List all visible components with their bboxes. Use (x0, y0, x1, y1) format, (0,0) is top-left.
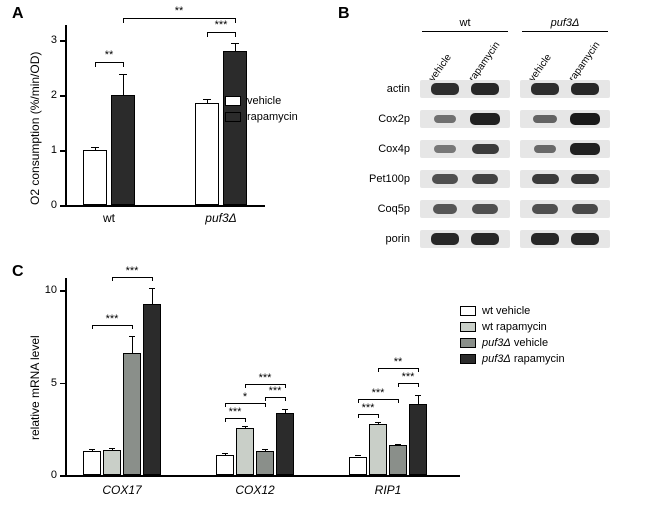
panel-a-bar (223, 51, 247, 205)
panel-c-ytick: 10 (35, 284, 57, 296)
panel-b-row-label: Cox2p (335, 113, 410, 125)
panel-c-gene-label: RIP1 (339, 483, 437, 497)
panel-c-bar (236, 428, 254, 475)
panel-c-sig: * (233, 391, 257, 403)
panel-b-band (531, 83, 559, 94)
panel-b-band (472, 174, 498, 184)
panel-b-band (571, 83, 600, 94)
panel-c-legend-item: puf3Δ vehicle (460, 337, 565, 349)
panel-c-bar (103, 450, 121, 475)
legend-label: puf3Δ vehicle (482, 337, 548, 349)
panel-a: 0123wtpuf3Δ******* O2 consumption (%/min… (10, 5, 320, 250)
panel-a-group-label: puf3Δ (185, 211, 257, 225)
panel-c-ylabel: relative mRNA level (28, 335, 42, 440)
panel-a-legend-item: vehicle (225, 95, 298, 107)
panel-b-row-label: Coq5p (335, 203, 410, 215)
panel-c-bar (256, 451, 274, 475)
panel-b-band (572, 204, 598, 214)
legend-swatch (460, 306, 476, 316)
legend-swatch (460, 322, 476, 332)
panel-c-bar (143, 304, 161, 475)
panel-b-row-label: Pet100p (335, 173, 410, 185)
panel-c-bar (389, 445, 407, 475)
panel-b-band (432, 174, 457, 184)
panel-c-ytick: 0 (35, 469, 57, 481)
panel-b-band (433, 204, 458, 213)
panel-c-sig: *** (120, 265, 144, 277)
panel-a-bar (83, 150, 107, 205)
panel-a-sig: ** (94, 49, 124, 61)
panel-c-sig: ** (386, 356, 410, 368)
panel-a-legend: vehicle rapamycin (225, 95, 298, 127)
legend-swatch (225, 112, 241, 122)
panel-b-band (471, 83, 500, 94)
panel-a-sig: *** (206, 19, 236, 31)
panel-c-sig: *** (100, 313, 124, 325)
panel-a-ytick: 3 (37, 34, 57, 46)
panel-b-band (472, 144, 499, 155)
panel-a-sig: ** (164, 5, 194, 17)
legend-swatch (460, 354, 476, 364)
panel-b-band (471, 233, 500, 244)
legend-label: wt vehicle (482, 305, 530, 317)
panel-b-band (470, 113, 499, 125)
panel-c-bar (369, 424, 387, 475)
panel-b-band (534, 145, 557, 153)
panel-b-row-label: Cox4p (335, 143, 410, 155)
panel-a-group-label: wt (73, 211, 145, 225)
panel-b-band (472, 204, 497, 214)
panel-a-ylabel: O2 consumption (%/min/OD) (28, 52, 42, 205)
panel-c-sig: *** (253, 372, 277, 384)
panel-c-bar (216, 455, 234, 475)
legend-label: vehicle (247, 95, 281, 107)
panel-b-band (431, 233, 460, 244)
panel-a-legend-item: rapamycin (225, 111, 298, 123)
panel-b-lane-label: rapamycin (567, 40, 602, 84)
panel-c-bar (349, 457, 367, 476)
panel-a-bar (195, 103, 219, 205)
panel-b-band (531, 233, 560, 244)
panel-b-band (570, 143, 599, 155)
panel-c-legend-item: wt rapamycin (460, 321, 565, 333)
panel-b-band (571, 233, 600, 244)
panel-c-bar (409, 404, 427, 475)
panel-c-bar (276, 413, 294, 475)
panel-b-group-header: wt (422, 17, 508, 29)
panel-c-sig: *** (396, 371, 420, 383)
panel-c-legend-item: wt vehicle (460, 305, 565, 317)
panel-b-row-label: porin (335, 233, 410, 245)
panel-c-chart: 0510COX17******COX12**********RIP1******… (65, 290, 460, 475)
panel-c-bar (123, 353, 141, 475)
legend-label: wt rapamycin (482, 321, 547, 333)
panel-c-legend: wt vehicle wt rapamycin puf3Δ vehicle puf3Δ… (460, 305, 565, 369)
panel-c-gene-label: COX17 (73, 483, 171, 497)
figure: A 0123wtpuf3Δ******* O2 consumption (%/m… (0, 0, 650, 525)
panel-c-sig: *** (223, 406, 247, 418)
panel-b-band (431, 83, 459, 94)
panel-c-legend-item: puf3Δ rapamycin (460, 353, 565, 365)
panel-b-band (434, 145, 456, 153)
legend-swatch (225, 96, 241, 106)
legend-swatch (460, 338, 476, 348)
panel-b-band (532, 174, 559, 185)
panel-b-band (532, 204, 557, 214)
legend-label: puf3Δ rapamycin (482, 353, 565, 365)
panel-a-bar (111, 95, 135, 205)
panel-b-band (434, 115, 456, 123)
panel-b: wtpuf3Δvehiclerapamycinvehiclerapamycina… (335, 5, 640, 265)
panel-c-sig: *** (263, 385, 287, 397)
legend-label: rapamycin (247, 111, 298, 123)
panel-c-gene-label: COX12 (206, 483, 304, 497)
panel-b-band (570, 113, 600, 125)
panel-b-lane-label: rapamycin (467, 40, 502, 84)
panel-c-sig: *** (356, 402, 380, 414)
panel-c: 0510COX17******COX12**********RIP1******… (10, 260, 640, 515)
panel-b-group-header: puf3Δ (522, 17, 608, 29)
panel-c-sig: *** (366, 387, 390, 399)
panel-b-band (533, 115, 556, 124)
panel-c-bar (83, 451, 101, 475)
panel-b-band (571, 174, 599, 185)
panel-b-row-label: actin (335, 83, 410, 95)
